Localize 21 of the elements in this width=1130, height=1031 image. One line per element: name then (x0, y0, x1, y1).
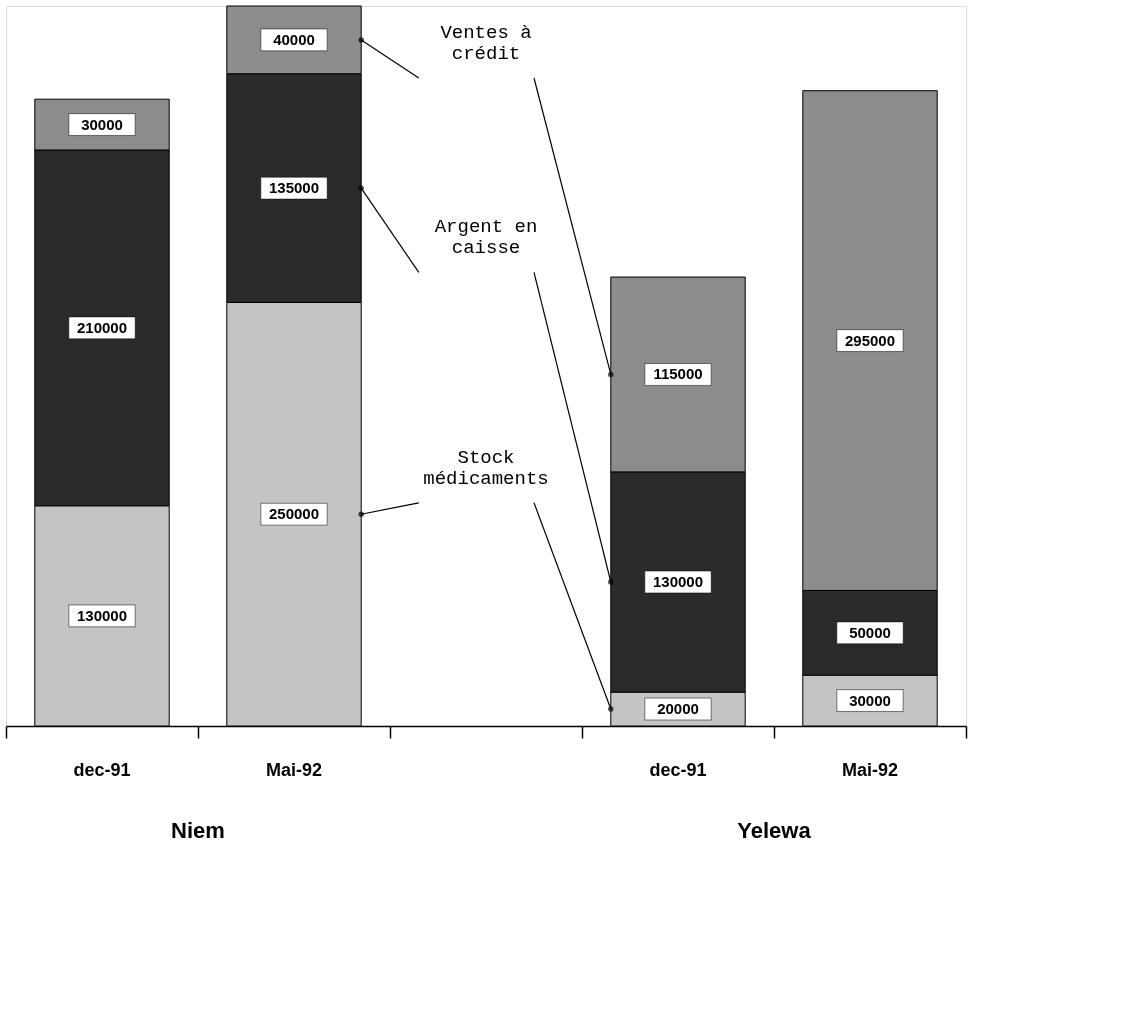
text: Niem (171, 818, 225, 843)
data-label: 30000 (81, 115, 123, 133)
data-label: 40000 (273, 30, 315, 48)
data-label: 50000 (849, 623, 891, 641)
data-label: 130000 (76, 606, 128, 624)
data-label: 130000 (652, 573, 704, 590)
text: Yelewa (737, 818, 812, 843)
data-label: 20000 (657, 700, 699, 718)
text: Stock médicaments (423, 446, 549, 490)
text: Argent en caisse (434, 216, 538, 260)
data-label: 115000 (653, 365, 703, 383)
x-tick-label: Mai-92 (841, 760, 899, 780)
data-label: 135000 (268, 179, 320, 197)
data-label: 295000 (844, 331, 896, 349)
x-tick-label: dec-91 (649, 760, 707, 780)
text: Ventes à crédit (440, 22, 532, 65)
x-tick-label: Mai-92 (265, 760, 323, 780)
data-label: 210000 (76, 318, 128, 336)
data-label: 30000 (849, 691, 891, 709)
data-label: 250000 (268, 505, 320, 523)
x-tick-label: dec-91 (73, 760, 131, 780)
